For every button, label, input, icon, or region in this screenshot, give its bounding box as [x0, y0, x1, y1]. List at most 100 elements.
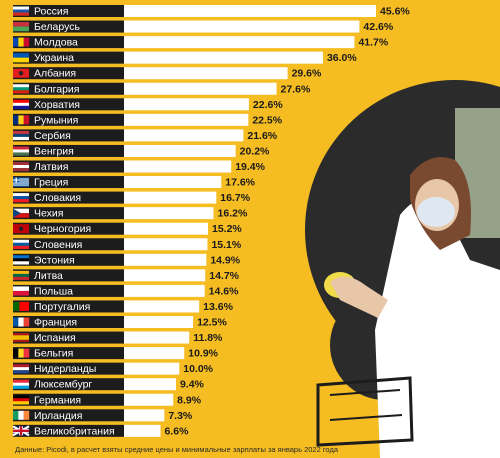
bar-row: Словения 15.1%	[13, 238, 242, 251]
bar-row: Нидерланды 10.0%	[13, 362, 214, 375]
bar-row: Литва 14.7%	[13, 269, 240, 282]
value-label: 15.2%	[212, 223, 242, 235]
flag-icon-21	[13, 333, 29, 343]
value-label: 16.2%	[218, 208, 248, 220]
bar-row: Румыния 22.5%	[13, 113, 283, 126]
bar	[124, 67, 288, 80]
flag-icon-4	[13, 68, 29, 78]
bar	[124, 36, 355, 49]
value-label: 21.6%	[247, 130, 277, 142]
label-box	[13, 98, 124, 111]
category-label: Ирландия	[34, 410, 82, 422]
label-box	[13, 347, 124, 360]
bar-row: Греция 17.6%	[13, 176, 256, 189]
bar-row: Словакия 16.7%	[13, 191, 251, 204]
label-box	[13, 207, 124, 220]
bar-row: Беларусь 42.6%	[13, 20, 394, 33]
flag-icon-6	[13, 99, 29, 109]
category-label: Румыния	[34, 114, 78, 126]
label-box	[13, 284, 124, 297]
label-box	[13, 176, 124, 189]
label-box	[13, 82, 124, 95]
bar	[124, 5, 376, 17]
bar	[124, 176, 222, 189]
bar	[124, 191, 217, 204]
value-label: 14.6%	[209, 285, 239, 297]
label-box	[13, 36, 124, 49]
value-label: 10.0%	[183, 363, 213, 375]
bar-row: Молдова 41.7%	[13, 36, 389, 49]
label-box	[13, 300, 124, 313]
flag-icon-26	[13, 410, 30, 420]
label-box	[13, 409, 124, 422]
label-box	[13, 129, 124, 142]
value-label: 41.7%	[358, 37, 388, 49]
bar	[124, 393, 174, 406]
category-label: Россия	[34, 6, 68, 18]
value-label: 7.3%	[168, 410, 193, 422]
flag-icon-16	[13, 255, 29, 265]
value-label: 13.6%	[203, 301, 233, 313]
bar-row: Албания 29.6%	[13, 67, 322, 80]
value-label: 9.4%	[180, 379, 205, 391]
flag-icon-12	[13, 193, 29, 203]
flag-icon-1	[13, 22, 29, 32]
flag-icon-13	[13, 208, 29, 218]
category-label: Греция	[34, 177, 68, 189]
bar-row: Чехия 16.2%	[13, 207, 248, 220]
bar-row: Черногория 15.2%	[13, 222, 242, 235]
category-label: Словения	[34, 239, 82, 251]
bar-row: Португалия 13.6%	[13, 300, 234, 313]
bar-row: Испания 11.8%	[13, 331, 223, 344]
value-label: 19.4%	[235, 161, 265, 173]
label-box	[13, 424, 124, 437]
bar	[124, 20, 360, 33]
category-label: Венгрия	[34, 145, 74, 157]
bar	[124, 347, 185, 360]
bar-row: Польша 14.6%	[13, 284, 239, 297]
category-label: Польша	[34, 285, 73, 297]
bar-row: Эстония 14.9%	[13, 253, 241, 266]
label-box	[13, 51, 124, 64]
bar	[124, 222, 208, 235]
value-label: 22.6%	[253, 99, 283, 111]
label-box	[13, 316, 124, 328]
photo-illustration	[305, 80, 500, 458]
bar-row: Болгария 27.6%	[13, 82, 311, 95]
flag-icon-23	[13, 364, 29, 374]
label-box	[13, 144, 124, 157]
bar	[124, 284, 205, 297]
bar-row: Россия 45.6%	[13, 5, 410, 18]
flag-icon-8	[13, 130, 29, 141]
source-note: Данные: Picodi, в расчет взяты средние ц…	[15, 445, 339, 454]
category-label: Латвия	[34, 161, 68, 173]
category-label: Бельгия	[34, 348, 73, 360]
value-label: 42.6%	[363, 21, 393, 33]
bar	[124, 316, 194, 328]
bar	[124, 144, 236, 157]
label-box	[13, 393, 124, 406]
label-box	[13, 269, 124, 282]
category-label: Люксембург	[34, 379, 92, 391]
category-label: Албания	[34, 68, 76, 80]
bar-row: Украина 36.0%	[13, 51, 357, 64]
bar	[124, 378, 176, 391]
value-label: 11.8%	[193, 332, 223, 344]
category-label: Беларусь	[34, 21, 80, 33]
value-label: 15.1%	[211, 239, 241, 251]
category-label: Хорватия	[34, 99, 80, 111]
bar-row: Люксембург 9.4%	[13, 378, 205, 391]
label-box	[13, 191, 124, 204]
label-box	[13, 378, 124, 391]
person-figure	[375, 197, 500, 458]
value-label: 17.6%	[225, 177, 255, 189]
label-box	[13, 67, 124, 80]
category-label: Германия	[34, 394, 81, 406]
category-label: Словакия	[34, 192, 81, 204]
value-label: 29.6%	[292, 68, 322, 80]
flag-icon-2	[13, 37, 30, 47]
bar	[124, 207, 214, 220]
bar	[124, 51, 323, 64]
flag-icon-7	[13, 115, 30, 125]
